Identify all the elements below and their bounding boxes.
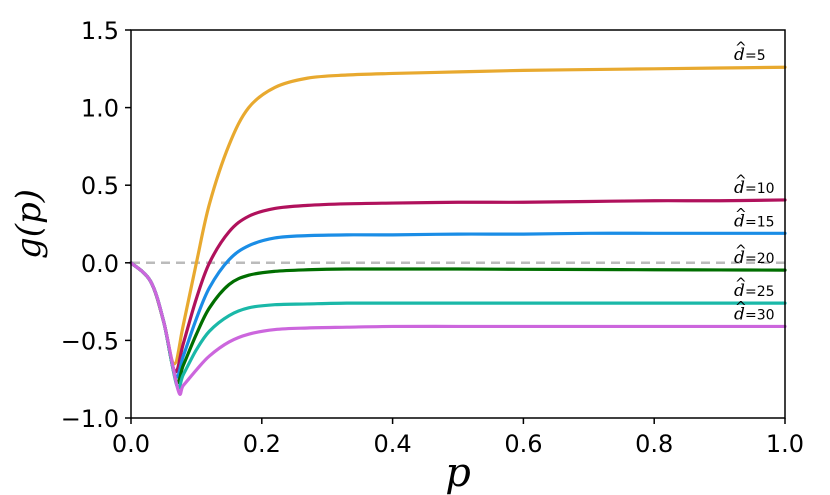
series-label-6: d^=30 [734,299,775,324]
series-label-symbol: d [734,45,745,65]
x-tick-label: 0.0 [112,430,150,458]
series-label-hat: ^ [735,299,747,315]
x-tick-label: 0.6 [504,430,542,458]
y-tick-label: −1.0 [61,405,119,433]
y-tick-label: 0.5 [81,172,119,200]
plot-frame [130,29,786,419]
series-label-value: =30 [745,307,775,323]
series-label-symbol: d [734,248,745,268]
series-line-3 [129,231,787,379]
series-line-4 [129,261,787,385]
series-label-hat: ^ [735,173,747,189]
series-label-hat: ^ [735,40,747,56]
series-line-1 [129,65,787,366]
series-label-hat: ^ [735,206,747,222]
series-label-3: d^=15 [734,206,775,231]
series-label-value: =20 [745,251,775,267]
series-label-value: =15 [745,214,775,230]
y-tick-label: −0.5 [61,327,119,355]
series-label-2: d^=10 [734,173,775,198]
y-tick-label: 1.0 [81,95,119,123]
x-tick-label: 0.4 [374,430,412,458]
series-label-symbol: d [734,178,745,198]
series-label-hat: ^ [735,243,747,259]
series-label-symbol: d [734,281,745,301]
series-label-value: =25 [745,284,775,300]
x-axis-label: p [445,450,471,495]
series-label-value: =5 [745,48,766,64]
y-tick-label: 1.5 [81,17,119,45]
series-line-6 [129,261,787,396]
series-label-1: d^=5 [734,40,766,65]
series-label-5: d^=25 [734,276,775,301]
series-label-symbol: d [734,211,745,231]
x-tick-label: 0.2 [243,430,281,458]
x-tick-label: 0.8 [635,430,673,458]
series-label-value: =10 [745,181,775,197]
y-tick-label: 0.0 [81,250,119,278]
series-label-hat: ^ [735,276,747,292]
y-axis-label: g(p) [9,189,49,259]
series-label-symbol: d [734,304,745,324]
x-tick-label: 1.0 [766,430,804,458]
series-label-4: d^=20 [734,243,775,268]
